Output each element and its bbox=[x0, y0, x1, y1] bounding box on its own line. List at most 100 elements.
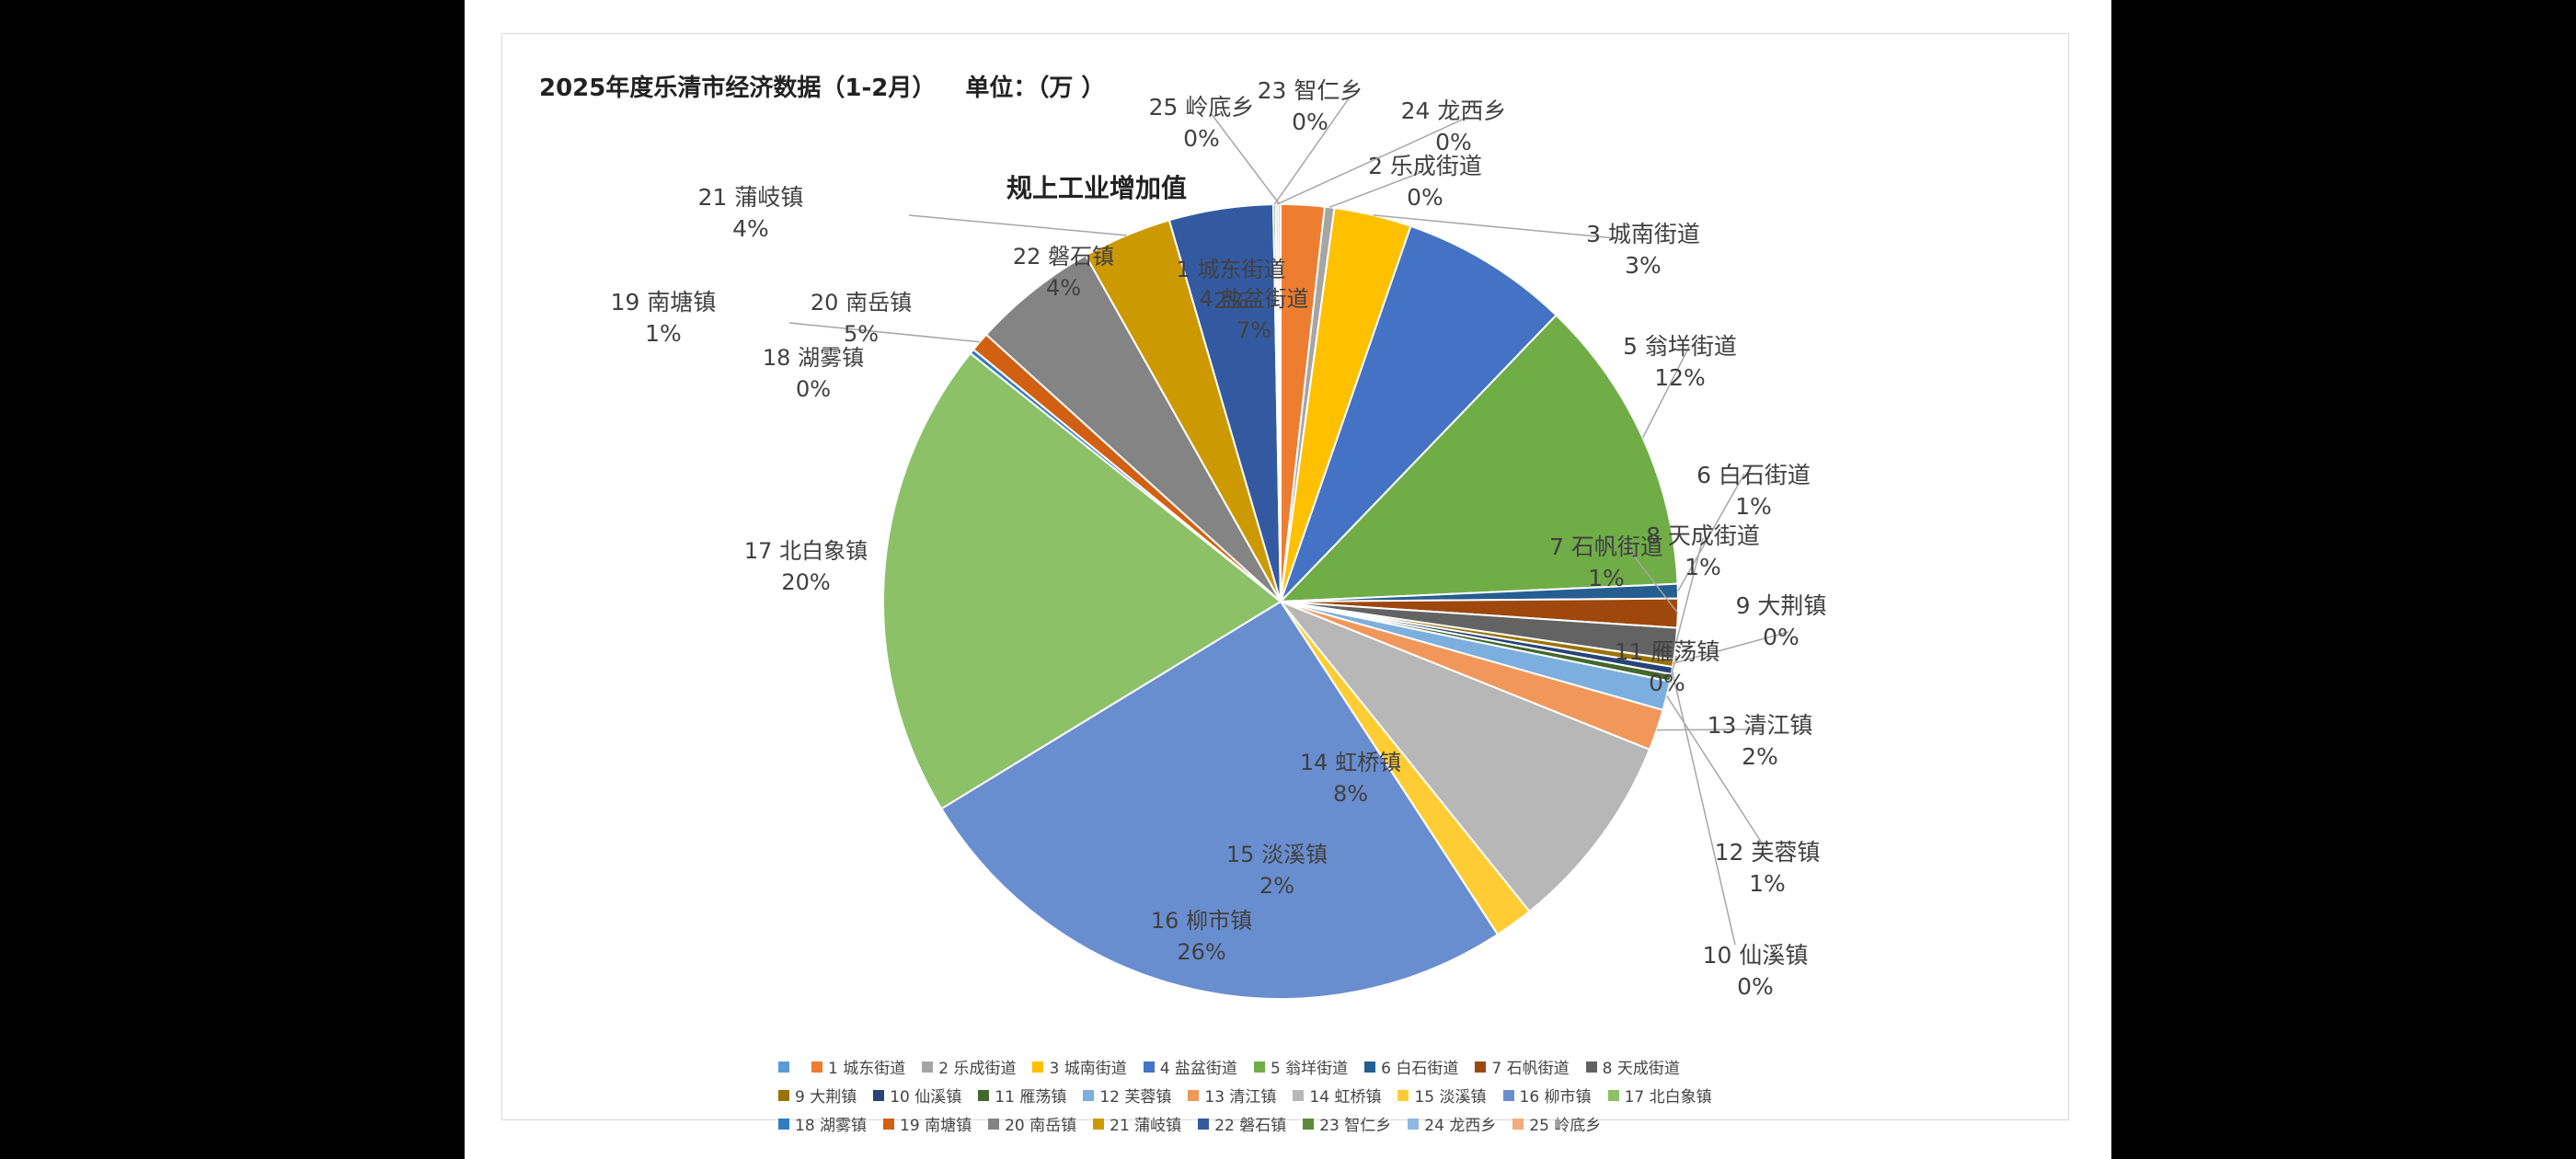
legend-label: 15 淡溪镇 bbox=[1414, 1088, 1487, 1107]
legend-item: 7 石帆街道 bbox=[1475, 1055, 1570, 1078]
slice-percent: 1% bbox=[1735, 493, 1772, 520]
legend-swatch bbox=[1585, 1061, 1597, 1073]
slice-label: 20 南岳镇 bbox=[811, 290, 912, 316]
slice-percent: 2% bbox=[1742, 743, 1778, 770]
legend-label: 24 龙西乡 bbox=[1424, 1117, 1497, 1135]
slice-percent: 4% bbox=[732, 215, 769, 242]
title-text: 2025年度乐清市经济数据（1-2月） bbox=[539, 75, 937, 102]
slice-percent: 0% bbox=[1407, 184, 1443, 211]
slice-label: 25 岭底乡 bbox=[1149, 94, 1255, 120]
leader-line bbox=[1677, 473, 1745, 592]
leader-line bbox=[1670, 655, 1677, 679]
slice-label: 8 天成街道 bbox=[1646, 522, 1760, 549]
legend-swatch bbox=[1143, 1061, 1155, 1073]
legend-swatch bbox=[978, 1089, 990, 1101]
legend-item: 10 仙溪镇 bbox=[873, 1084, 961, 1107]
slice-percent: 4% bbox=[1046, 275, 1081, 301]
slice-label: 2 乐成街道 bbox=[1368, 153, 1482, 179]
slice-percent: 0% bbox=[1183, 125, 1220, 152]
leader-line bbox=[1210, 112, 1281, 205]
legend-label: 16 柳市镇 bbox=[1519, 1088, 1592, 1107]
legend-swatch bbox=[1032, 1061, 1044, 1073]
legend-item: 22 磐石镇 bbox=[1198, 1112, 1286, 1135]
legend-item: 11 雁荡镇 bbox=[978, 1084, 1066, 1107]
legend-swatch bbox=[1303, 1118, 1315, 1130]
legend-row: 9 大荆镇 10 仙溪镇 11 雁荡镇 12 芙蓉镇 13 清江镇 14 虹桥镇 15 淡溪… bbox=[778, 1084, 1809, 1107]
legend-item: 8 天成街道 bbox=[1585, 1055, 1680, 1078]
chart-title: 规上工业增加值 bbox=[1006, 173, 1188, 203]
legend-label: 4 盐盆街道 bbox=[1159, 1060, 1237, 1078]
slice-percent: 2% bbox=[1259, 873, 1294, 899]
leader-line bbox=[1641, 346, 1690, 439]
slice-label: 9 大荆镇 bbox=[1736, 592, 1827, 619]
slice-label: 12 芙蓉镇 bbox=[1715, 839, 1821, 866]
legend-label: 5 翁垟街道 bbox=[1270, 1060, 1349, 1078]
slice-label: 14 虹桥镇 bbox=[1300, 750, 1401, 775]
legend-item: 12 芙蓉镇 bbox=[1083, 1084, 1171, 1107]
legend-swatch bbox=[1502, 1089, 1514, 1101]
slice-percent: 2% bbox=[1213, 288, 1248, 314]
legend-label: 20 南岳镇 bbox=[1005, 1117, 1077, 1135]
legend-swatch bbox=[883, 1118, 895, 1130]
legend-label: 2 乐成街道 bbox=[938, 1060, 1017, 1078]
legend-label: 7 石帆街道 bbox=[1491, 1060, 1570, 1078]
legend-label: 8 天成街道 bbox=[1602, 1060, 1680, 1078]
leader-line bbox=[1276, 116, 1469, 205]
slice-percent: 8% bbox=[1333, 781, 1368, 807]
legend-label: 23 智仁乡 bbox=[1319, 1117, 1392, 1135]
legend-item: 19 南塘镇 bbox=[883, 1112, 972, 1135]
legend-row: 18 湖雾镇 19 南塘镇 20 南岳镇 21 蒲岐镇 22 磐石镇 23 智仁乡 24 龙… bbox=[778, 1112, 1809, 1135]
legend-item: 25 岭底乡 bbox=[1512, 1112, 1601, 1135]
leader-line bbox=[1622, 541, 1679, 614]
legend-item: 21 蒲岐镇 bbox=[1093, 1112, 1181, 1135]
slice-percent: 3% bbox=[1625, 252, 1662, 279]
legend-swatch bbox=[1293, 1089, 1305, 1101]
legend-item: 3 城南街道 bbox=[1032, 1055, 1127, 1078]
slice-label: 5 翁垟街道 bbox=[1623, 333, 1737, 360]
legend-label: 12 芙蓉镇 bbox=[1099, 1088, 1172, 1107]
legend-item: 18 湖雾镇 bbox=[778, 1112, 867, 1135]
pie-slice bbox=[882, 351, 1282, 810]
slice-percent: 12% bbox=[1654, 364, 1706, 391]
legend-label: 11 雁荡镇 bbox=[995, 1088, 1067, 1107]
slice-label: 15 淡溪镇 bbox=[1226, 842, 1328, 867]
legend-swatch bbox=[988, 1118, 1000, 1130]
legend-swatch bbox=[1188, 1089, 1200, 1101]
chart-stage: 2025年度乐清市经济数据（1-2月） 单位：（万 ） 规上工业增加值 1 城东街… bbox=[465, 0, 2111, 1159]
slice-percent: 0% bbox=[796, 376, 831, 402]
legend-swatch bbox=[873, 1089, 885, 1101]
slice-label: 16 柳市镇 bbox=[1151, 908, 1252, 934]
slice-label: 24 龙西乡 bbox=[1401, 98, 1507, 124]
legend-swatch bbox=[1607, 1089, 1619, 1101]
legend-item: 1 城东街道 bbox=[811, 1055, 905, 1078]
legend-swatch bbox=[1093, 1118, 1105, 1130]
slice-label: 19 南塘镇 bbox=[611, 289, 717, 316]
legend-swatch bbox=[1475, 1061, 1487, 1073]
unit-text: 单位：（万 ） bbox=[965, 75, 1106, 102]
legend-label: 25 岭底乡 bbox=[1529, 1117, 1602, 1135]
legend-label: 9 大荆镇 bbox=[795, 1088, 857, 1107]
slice-label: 3 城南街道 bbox=[1586, 221, 1700, 247]
slice-label: 1 城东街道 bbox=[1177, 257, 1286, 282]
slice-percent: 0% bbox=[1435, 129, 1472, 155]
slice-percent: 1% bbox=[1749, 870, 1786, 897]
legend-item: 24 龙西乡 bbox=[1408, 1112, 1496, 1135]
legend-item: 6 白石街道 bbox=[1364, 1055, 1458, 1078]
legend-item: 23 智仁乡 bbox=[1303, 1112, 1391, 1135]
leader-line bbox=[1674, 537, 1704, 645]
leader-line bbox=[1373, 214, 1616, 239]
legend-label: 21 蒲岐镇 bbox=[1110, 1117, 1182, 1135]
leader-line bbox=[1666, 695, 1765, 848]
slice-label: 21 蒲岐镇 bbox=[698, 184, 804, 211]
leader-line bbox=[908, 214, 1127, 236]
slice-label: 6 白石街道 bbox=[1696, 462, 1811, 488]
pie-slice bbox=[1277, 599, 1651, 913]
leader-line bbox=[1328, 171, 1423, 208]
legend-label: 17 北白象镇 bbox=[1624, 1088, 1712, 1107]
legend-item: 2 乐成街道 bbox=[922, 1055, 1016, 1078]
chart-legend: 1 城东街道 2 乐成街道 3 城南街道 4 盐盆街道 5 翁垟街道 6 白石街道 7 石帆… bbox=[778, 1055, 1809, 1141]
legend-swatch bbox=[1198, 1118, 1210, 1130]
legend-label: 14 虹桥镇 bbox=[1309, 1088, 1382, 1107]
legend-swatch bbox=[778, 1089, 789, 1101]
